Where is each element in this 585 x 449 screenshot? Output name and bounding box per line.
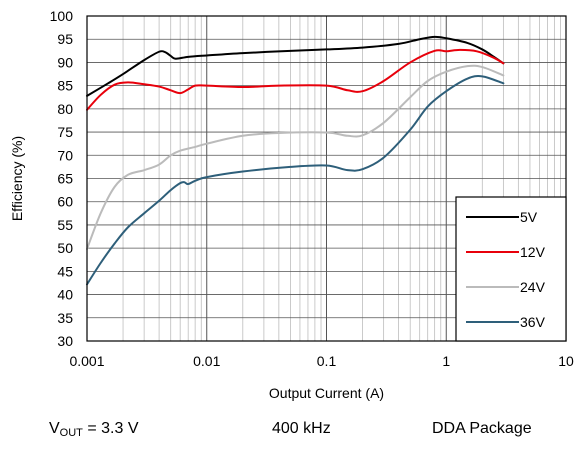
frequency-label: 400 kHz [272,420,331,437]
vout-label: VOUT = 3.3 V [49,420,139,439]
legend-label-24v: 24V [520,279,546,295]
y-tick-label: 65 [57,171,73,187]
x-tick-label: 1 [442,353,450,369]
y-tick-label: 35 [57,310,73,326]
y-tick-label: 55 [57,217,73,233]
x-tick-label: 0.001 [69,353,104,369]
y-tick-label: 70 [57,147,73,163]
y-axis-title: Efficiency (%) [9,136,25,221]
legend-label-36v: 36V [520,314,546,330]
legend-box [455,196,567,342]
y-tick-label: 75 [57,124,73,140]
y-tick-label: 40 [57,287,73,303]
y-tick-label: 30 [57,333,73,349]
x-tick-label: 0.1 [317,353,337,369]
y-tick-label: 50 [57,240,73,256]
y-tick-label: 95 [57,31,73,47]
series-line-12v [86,48,505,111]
y-tick-label: 45 [57,263,73,279]
y-tick-label: 85 [57,78,73,94]
x-tick-label: 10 [558,353,574,369]
y-tick-label: 100 [50,8,74,24]
series-line-36v [86,75,505,286]
y-tick-label: 80 [57,101,73,117]
legend-label-5v: 5V [520,209,538,225]
package-label: DDA Package [432,420,532,437]
series-line-5v [86,35,505,97]
x-tick-label: 0.01 [193,353,220,369]
legend-label-12v: 12V [520,244,546,260]
y-tick-label: 60 [57,194,73,210]
series-line-24v [86,64,505,251]
plot-frame [86,15,567,342]
x-axis-title: Output Current (A) [269,385,384,401]
y-tick-label: 90 [57,54,73,70]
chart-svg: 30 35 40 45 50 55 60 65 70 75 80 85 90 95 100 0.001 0.01… [9,8,574,401]
